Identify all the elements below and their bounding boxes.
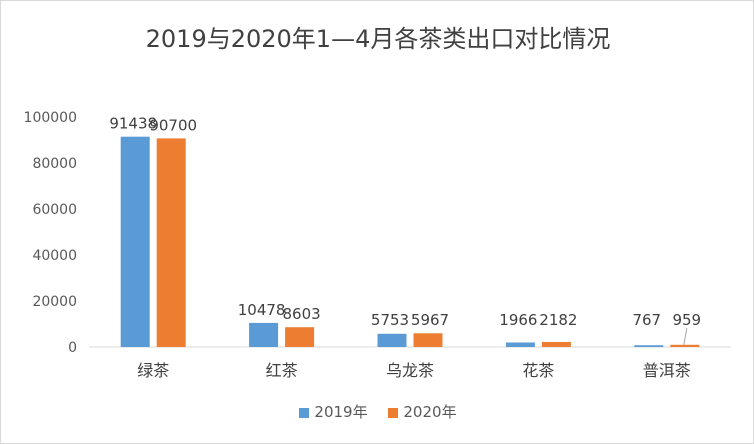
bar-2019 xyxy=(634,345,664,347)
data-label: 2182 xyxy=(539,311,577,329)
legend-swatch-2020 xyxy=(388,408,399,418)
legend-swatch-2019 xyxy=(299,408,310,418)
x-category-label: 绿茶 xyxy=(137,361,169,380)
bar-2020 xyxy=(156,138,186,347)
chart-title: 2019与2020年1—4月各茶类出口对比情况 xyxy=(145,25,611,53)
legend-item-2020: 2020年 xyxy=(388,401,457,422)
x-category-label: 花茶 xyxy=(522,361,554,380)
y-tick-label: 20000 xyxy=(32,294,77,310)
data-label: 90700 xyxy=(149,116,197,134)
data-label: 959 xyxy=(672,311,701,329)
data-label: 8603 xyxy=(283,305,321,323)
data-label: 1966 xyxy=(499,311,537,329)
x-axis: 绿茶 红茶 乌龙茶 花茶 普洱茶 xyxy=(137,361,691,380)
x-category-label: 红茶 xyxy=(266,361,298,380)
y-tick-label: 80000 xyxy=(32,156,77,172)
data-label: 767 xyxy=(632,311,661,329)
legend-item-2019: 2019年 xyxy=(299,401,368,422)
y-tick-label: 100000 xyxy=(24,110,77,126)
bar-2020 xyxy=(670,344,700,347)
y-axis: 0 20000 40000 60000 80000 100000 xyxy=(24,110,77,356)
data-label: 91438 xyxy=(109,115,157,133)
y-tick-label: 40000 xyxy=(32,248,77,264)
label-leader-line xyxy=(683,327,688,346)
x-category-label: 普洱茶 xyxy=(643,361,691,380)
data-label: 10478 xyxy=(238,301,286,319)
bar-2019 xyxy=(249,322,279,347)
bars xyxy=(120,136,700,347)
legend-label-2019: 2019年 xyxy=(314,403,368,421)
bar-2019 xyxy=(120,136,150,347)
bar-2020 xyxy=(285,327,315,347)
legend-label-2020: 2020年 xyxy=(403,403,457,421)
bar-2020 xyxy=(541,341,571,347)
bar-2019 xyxy=(377,333,407,347)
y-tick-label: 60000 xyxy=(32,202,77,218)
x-category-label: 乌龙茶 xyxy=(386,361,434,380)
data-label: 5967 xyxy=(411,311,449,329)
legend: 2019年 2020年 xyxy=(1,401,753,422)
y-tick-label: 0 xyxy=(68,340,77,356)
bar-2019 xyxy=(505,342,535,347)
data-label: 5753 xyxy=(371,311,409,329)
bar-2020 xyxy=(413,333,443,347)
